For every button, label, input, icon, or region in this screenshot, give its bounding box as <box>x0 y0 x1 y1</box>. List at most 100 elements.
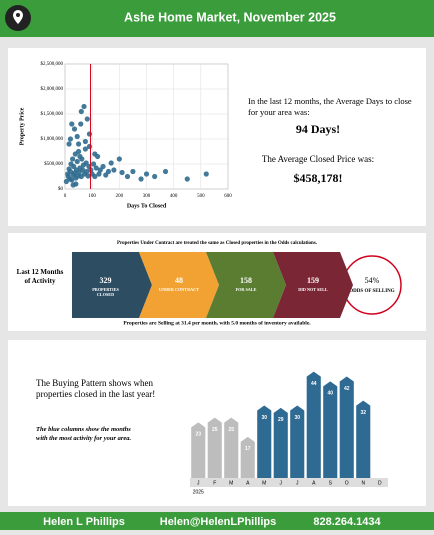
value-label: 30 <box>294 415 300 421</box>
point <box>67 136 74 142</box>
wrapped-text: PROPERTIES CLOSED <box>92 287 119 297</box>
x-tick-label: 100 <box>88 194 96 199</box>
bar <box>240 436 255 478</box>
point <box>83 160 89 166</box>
value-label: 40 <box>327 391 333 397</box>
point <box>103 172 109 178</box>
point <box>152 173 158 180</box>
x-tick-label: 200 <box>116 194 124 199</box>
point <box>81 103 87 110</box>
x-tick-label: J <box>197 480 200 486</box>
funnel-step <box>273 252 353 318</box>
odds-value: 54% <box>365 276 380 285</box>
footer-email: Helen@HelenLPhillips <box>160 516 276 528</box>
x-tick-label: O <box>345 480 349 486</box>
bar <box>257 405 272 478</box>
point <box>203 171 209 177</box>
point <box>84 168 90 175</box>
footer-name: Helen L Phillips <box>43 516 125 528</box>
point <box>70 156 76 162</box>
value-label: 30 <box>261 415 267 421</box>
point <box>90 161 97 167</box>
point <box>108 160 114 166</box>
y-axis-label: Property Price <box>19 107 25 145</box>
point <box>67 168 74 175</box>
point <box>100 163 106 170</box>
point <box>75 141 82 147</box>
x-tick-label: M <box>229 480 233 486</box>
step-value: 159 <box>307 276 319 285</box>
value-label: 32 <box>360 410 366 416</box>
x-tick-label: J <box>296 480 299 486</box>
footer-phone: 828.264.1434 <box>313 516 381 528</box>
point <box>84 116 90 122</box>
funnel-step <box>72 252 152 318</box>
x-tick-label: F <box>213 480 216 486</box>
month-strip <box>190 478 388 487</box>
y-tick-label: $1,500,000 <box>41 112 64 117</box>
funnel-step <box>139 252 219 318</box>
funnel-note: Properties Under Contract are treated th… <box>117 241 318 246</box>
point <box>105 168 112 175</box>
bar <box>290 405 305 478</box>
point <box>75 148 82 155</box>
funnel-step <box>206 252 286 318</box>
point <box>143 171 150 177</box>
point <box>184 176 190 182</box>
bar <box>207 417 222 478</box>
point <box>96 171 102 177</box>
x-tick-label: 0 <box>64 194 67 199</box>
pin-hole <box>16 13 20 17</box>
x-tick-label: 500 <box>197 194 205 199</box>
x-tick-label: J <box>280 480 283 486</box>
point <box>80 167 86 173</box>
point <box>124 173 131 180</box>
bar <box>224 417 239 478</box>
point <box>97 167 103 173</box>
point <box>93 165 99 171</box>
point <box>71 163 77 170</box>
x-tick-label: 400 <box>170 194 178 199</box>
bar <box>356 400 371 478</box>
step-value: 329 <box>100 276 112 285</box>
title: Ashe Home Market, November 2025 <box>124 10 336 24</box>
odds-label: ODDS OF SELLING <box>349 289 394 294</box>
y-tick-label: $2,500,000 <box>41 62 64 67</box>
value-label: 29 <box>278 417 284 423</box>
value-label: 44 <box>311 381 317 387</box>
point <box>77 153 83 160</box>
x-tick-label: D <box>378 480 382 486</box>
header-bar <box>0 0 434 37</box>
wrapped-text: In the last 12 months, the Average Days … <box>248 96 412 117</box>
point <box>78 108 84 115</box>
point <box>138 176 144 182</box>
x-tick-label: 600 <box>224 194 232 199</box>
point <box>69 177 75 183</box>
funnel-footer: Properties are Selling at 31.4 per month… <box>123 320 311 326</box>
value-label: 17 <box>245 446 251 452</box>
x-axis-label: Days To Closed <box>127 203 167 209</box>
point <box>86 131 93 137</box>
value-label: 25 <box>212 427 218 433</box>
point <box>111 167 117 173</box>
year-label: 2025 <box>193 489 204 495</box>
wrapped-text: The blue columns show the months with the… <box>36 426 132 442</box>
x-tick-label: M <box>262 480 266 486</box>
bar <box>306 371 321 478</box>
bar <box>339 376 354 478</box>
y-tick-label: $500,000 <box>44 162 63 167</box>
point <box>92 151 98 157</box>
point <box>69 121 75 127</box>
y-tick-label: $2,000,000 <box>41 87 64 92</box>
point <box>66 141 72 147</box>
wrapped-text: Last 12 Months of Activity <box>17 268 64 285</box>
bar <box>323 381 338 478</box>
point <box>74 133 80 140</box>
step-value: 158 <box>240 276 252 285</box>
point <box>82 138 88 145</box>
point <box>86 143 93 150</box>
point <box>78 121 84 127</box>
x-tick-label: A <box>312 480 316 486</box>
wrapped-text: FOR SALE <box>236 287 257 292</box>
